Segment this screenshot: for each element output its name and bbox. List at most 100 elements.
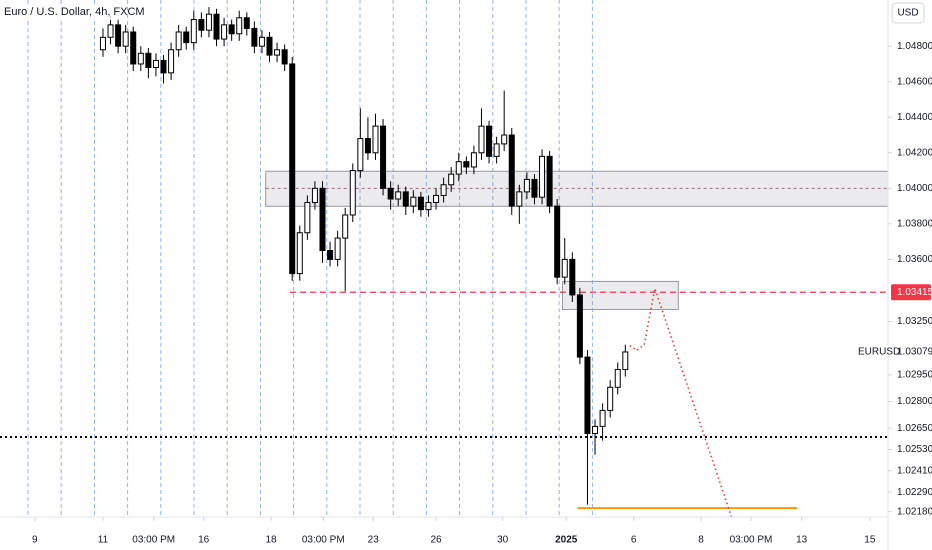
candle-body bbox=[455, 161, 462, 175]
y-tick-label: 1.04200 bbox=[897, 147, 932, 158]
candle-body bbox=[258, 36, 265, 47]
candle-body bbox=[448, 173, 455, 186]
candle-body bbox=[107, 24, 114, 38]
candle-body bbox=[561, 258, 568, 278]
candle-body bbox=[516, 191, 523, 207]
candle-body bbox=[433, 194, 440, 204]
candle-body bbox=[296, 232, 303, 275]
resistance-price-label: 1.03415 bbox=[897, 287, 932, 298]
y-tick-label: 1.04400 bbox=[897, 112, 932, 123]
candle-body bbox=[213, 13, 220, 40]
candle-body bbox=[364, 138, 371, 154]
candle-body bbox=[145, 52, 152, 69]
projection-path bbox=[629, 285, 733, 517]
y-tick-label: 1.02410 bbox=[897, 465, 932, 476]
candle-body bbox=[281, 49, 288, 65]
axes: 1.04800 1.04600 1.04400 1.04200 1.04000 1.038… bbox=[32, 41, 932, 546]
y-tick-label: 1.03800 bbox=[897, 218, 932, 229]
title-bg bbox=[2, 4, 126, 20]
plot-area bbox=[0, 7, 888, 517]
candle-body bbox=[289, 63, 296, 275]
candle-body bbox=[198, 19, 205, 31]
candle-body bbox=[592, 425, 599, 434]
candle-body bbox=[334, 237, 341, 260]
y-tick-label: 1.04800 bbox=[897, 41, 932, 52]
candle-body bbox=[410, 196, 417, 207]
chart-title: Euro / U.S. Dollar, 4h, FXCM bbox=[4, 6, 145, 18]
candle-body bbox=[523, 178, 530, 193]
candle-body bbox=[175, 31, 182, 51]
candle-body bbox=[546, 155, 553, 207]
x-tick-label: 16 bbox=[198, 535, 210, 546]
candle-body bbox=[425, 202, 432, 211]
y-tick-label: 1.02180 bbox=[897, 506, 932, 517]
y-tick-label: 1.04600 bbox=[897, 76, 932, 87]
candle-body bbox=[251, 27, 258, 47]
candle-body bbox=[531, 178, 538, 198]
y-tick-label: 1.02290 bbox=[897, 487, 932, 498]
candle-body bbox=[168, 49, 175, 74]
candle-body bbox=[274, 49, 281, 56]
candle-body bbox=[327, 250, 334, 260]
candle-body bbox=[349, 170, 356, 216]
candle-body bbox=[599, 409, 606, 427]
candle-body bbox=[501, 134, 508, 145]
y-tick-label: 1.02950 bbox=[897, 370, 932, 381]
candle-body bbox=[493, 143, 500, 157]
candle-body bbox=[539, 155, 546, 198]
candle-body bbox=[440, 184, 447, 196]
candle-body bbox=[130, 31, 137, 65]
candle-body bbox=[569, 258, 576, 296]
x-tick-label: 15 bbox=[864, 535, 876, 546]
candle-body bbox=[304, 202, 311, 234]
candle-body bbox=[152, 59, 159, 69]
candle-body bbox=[614, 369, 621, 388]
y-tick-label: 1.02530 bbox=[897, 444, 932, 455]
x-tick-label: 26 bbox=[430, 535, 442, 546]
candle-body bbox=[160, 59, 167, 74]
candle-body bbox=[402, 191, 409, 207]
candle-body bbox=[478, 125, 485, 154]
candle-body bbox=[99, 36, 106, 51]
candle-body bbox=[463, 161, 470, 168]
last-price-tag bbox=[891, 343, 931, 360]
candle-body bbox=[486, 125, 493, 157]
candle-body bbox=[190, 19, 197, 44]
y-tick-label: 1.03600 bbox=[897, 254, 932, 265]
candle-body bbox=[183, 31, 190, 44]
x-tick-label: 8 bbox=[698, 535, 704, 546]
y-tick-label: 1.04000 bbox=[897, 183, 932, 194]
x-tick-label: 03:00 PM bbox=[302, 535, 345, 546]
x-tick-label: 18 bbox=[265, 535, 277, 546]
symbol-label: EURUSD bbox=[858, 347, 900, 358]
candle-body bbox=[115, 24, 122, 47]
candle-body bbox=[311, 187, 318, 204]
currency-button[interactable] bbox=[891, 2, 925, 24]
x-tick-label: 03:00 PM bbox=[730, 535, 773, 546]
candle-body bbox=[372, 125, 379, 154]
candle-body bbox=[205, 13, 212, 31]
candle-body bbox=[319, 187, 326, 252]
x-tick-label: 30 bbox=[497, 535, 509, 546]
candle-body bbox=[380, 125, 387, 189]
candle-body bbox=[243, 17, 250, 29]
y-tick-label: 1.03250 bbox=[897, 316, 932, 327]
candle-body bbox=[228, 24, 235, 35]
x-tick-label: 13 bbox=[796, 535, 808, 546]
x-tick-label: 11 bbox=[98, 535, 109, 546]
candle-body bbox=[266, 36, 273, 56]
candle-body bbox=[417, 196, 424, 211]
candle-body bbox=[221, 24, 228, 40]
x-tick-label: 2025 bbox=[555, 535, 578, 546]
candle-body bbox=[357, 138, 364, 172]
candle-body bbox=[122, 31, 129, 47]
candle-body bbox=[236, 17, 243, 35]
candle-body bbox=[622, 351, 629, 371]
candle-body bbox=[470, 152, 477, 168]
candle-body bbox=[387, 187, 394, 200]
candle-body bbox=[607, 386, 614, 411]
x-tick-label: 9 bbox=[32, 535, 38, 546]
currency-label: USD bbox=[897, 8, 918, 19]
